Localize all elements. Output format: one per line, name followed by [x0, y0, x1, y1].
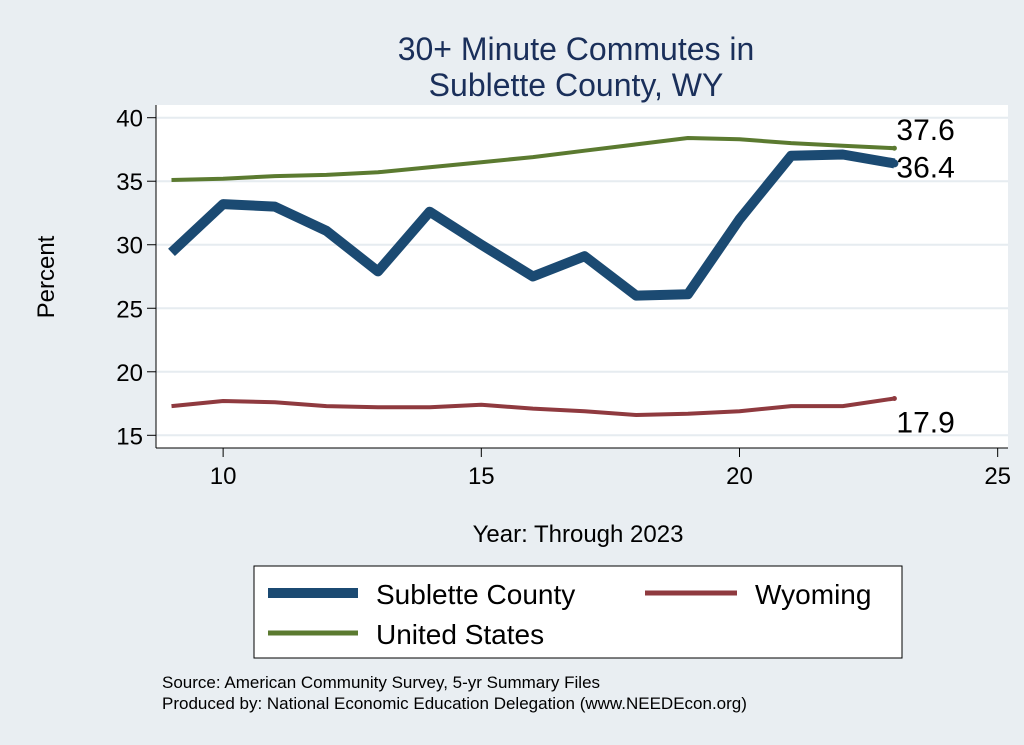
- producer-note: Produced by: National Economic Education…: [162, 694, 747, 713]
- y-tick-label-30: 30: [116, 233, 143, 260]
- series-lines: [168, 136, 899, 417]
- source-note: Source: American Community Survey, 5-yr …: [162, 673, 600, 692]
- end-label-sublette-county: 36.4: [896, 151, 954, 184]
- series-line-wyoming: [171, 396, 895, 417]
- series-end-point-united-states: [891, 145, 897, 151]
- legend-label-wyoming: Wyoming: [755, 579, 871, 610]
- y-tick-label-20: 20: [116, 360, 143, 387]
- legend: Sublette County Wyoming United States: [253, 565, 903, 659]
- chart-title-line-2: Sublette County, WY: [429, 67, 724, 103]
- end-label-united-states: 37.6: [896, 114, 954, 147]
- series-end-point-wyoming: [891, 395, 897, 401]
- y-tick-label-25: 25: [116, 296, 143, 323]
- chart-title-line-1: 30+ Minute Commutes in: [398, 31, 755, 67]
- x-tick-label-25: 25: [984, 463, 1011, 490]
- legend-label-sublette: Sublette County: [376, 579, 575, 610]
- legend-label-united-states: United States: [376, 619, 544, 650]
- x-tick-label-20: 20: [726, 463, 753, 490]
- y-tick-label-15: 15: [116, 423, 143, 450]
- y-tick-label-35: 35: [116, 169, 143, 196]
- end-label-wyoming: 17.9: [896, 406, 954, 439]
- y-axis-title: Percent: [33, 235, 60, 318]
- y-tick-label-40: 40: [116, 106, 143, 133]
- axes: 15 20 25 30 35 40 10 15 20 25: [116, 105, 1011, 490]
- series-line-sublette-county: [168, 149, 896, 301]
- end-labels: 36.4 17.9 37.6: [896, 114, 954, 439]
- x-tick-label-10: 10: [210, 463, 237, 490]
- x-axis-title: Year: Through 2023: [473, 521, 684, 548]
- series-line-united-states: [171, 136, 895, 182]
- series-end-point-sublette-county: [890, 159, 899, 168]
- gridlines: [156, 116, 1008, 437]
- legend-box: [253, 565, 903, 659]
- x-tick-label-15: 15: [468, 463, 495, 490]
